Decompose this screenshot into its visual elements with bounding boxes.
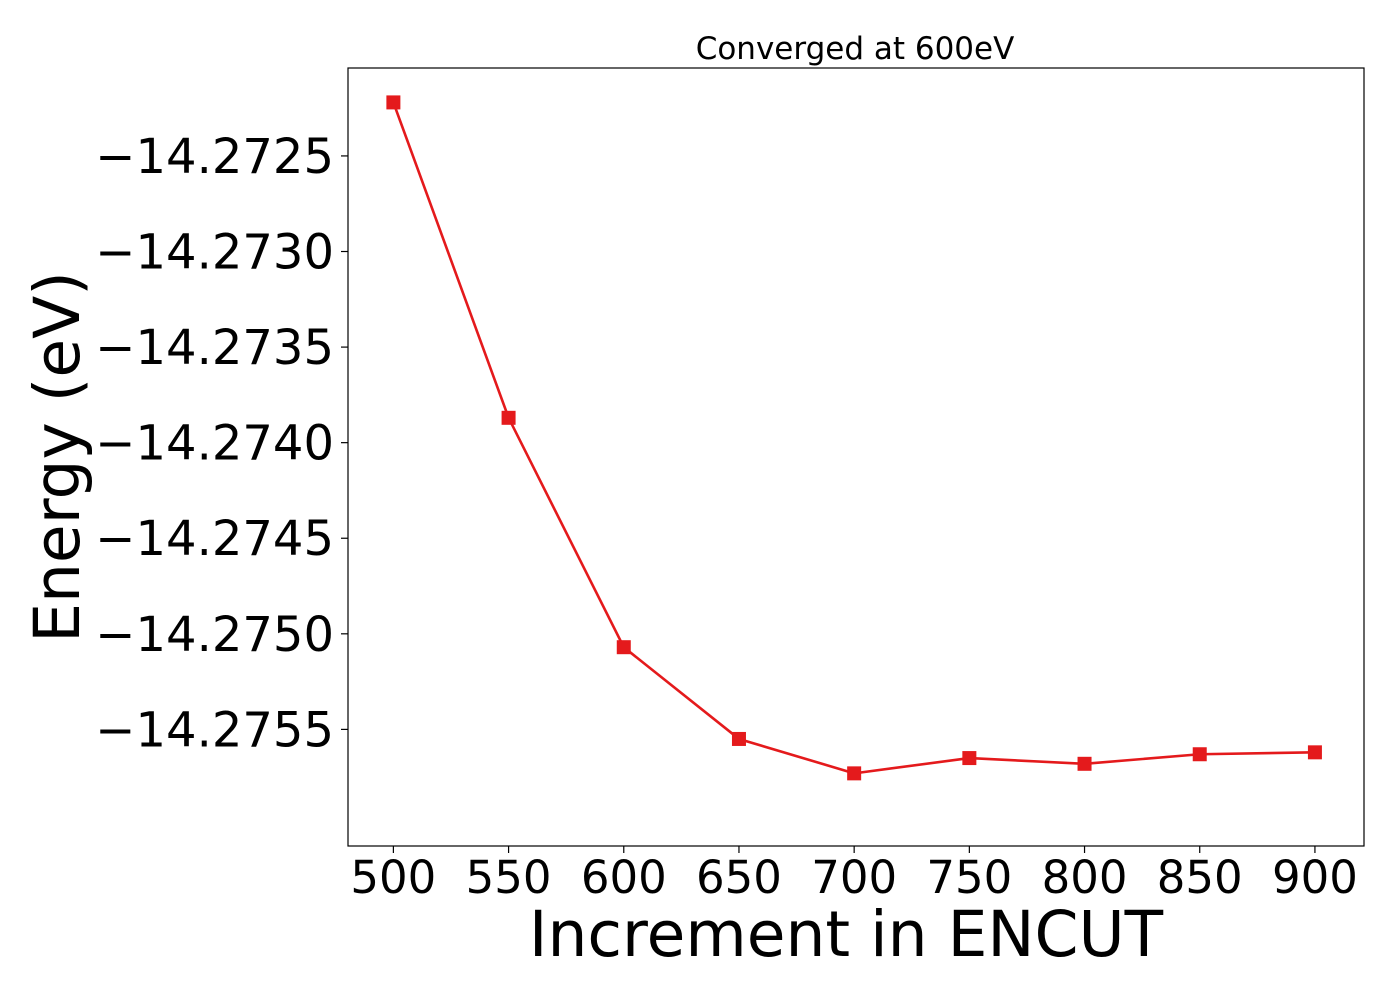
data-point-marker: [616, 640, 631, 655]
data-point-marker: [847, 766, 862, 781]
plot-frame: [347, 67, 1365, 847]
data-point-marker: [1192, 747, 1207, 762]
x-tick-label: 700: [811, 851, 897, 904]
y-tick-label: −14.2750: [95, 607, 334, 663]
x-axis-label: Increment in ENCUT: [529, 898, 1164, 971]
x-tick-label: 850: [1157, 851, 1243, 904]
data-point-marker: [962, 751, 977, 766]
x-axis: 500 550 600 650 700 750 800 850 900: [350, 846, 1358, 904]
x-tick-label: 650: [696, 851, 782, 904]
x-tick-label: 900: [1272, 851, 1358, 904]
y-tick-label: −14.2755: [95, 702, 334, 758]
data-point-marker: [386, 95, 401, 110]
data-point-marker: [1077, 756, 1092, 771]
y-tick-label: −14.2740: [95, 416, 334, 472]
chart-title: Converged at 600eV: [696, 31, 1015, 67]
y-tick-label: −14.2745: [95, 511, 334, 567]
data-point-marker: [731, 731, 746, 746]
y-axis-label: Energy (eV): [21, 271, 94, 643]
y-axis: −14.2725 −14.2730 −14.2735 −14.2740 −14.2745…: [95, 129, 348, 758]
data-point-marker: [1307, 745, 1322, 760]
x-tick-label: 600: [581, 851, 667, 904]
x-tick-label: 500: [350, 851, 436, 904]
x-tick-label: 750: [926, 851, 1012, 904]
data-point-marker: [501, 410, 516, 425]
y-tick-label: −14.2730: [95, 225, 334, 281]
x-tick-label: 550: [466, 851, 552, 904]
y-tick-label: −14.2735: [95, 320, 334, 376]
y-tick-label: −14.2725: [95, 129, 334, 185]
x-tick-label: 800: [1042, 851, 1128, 904]
plot-area: [386, 95, 1322, 781]
